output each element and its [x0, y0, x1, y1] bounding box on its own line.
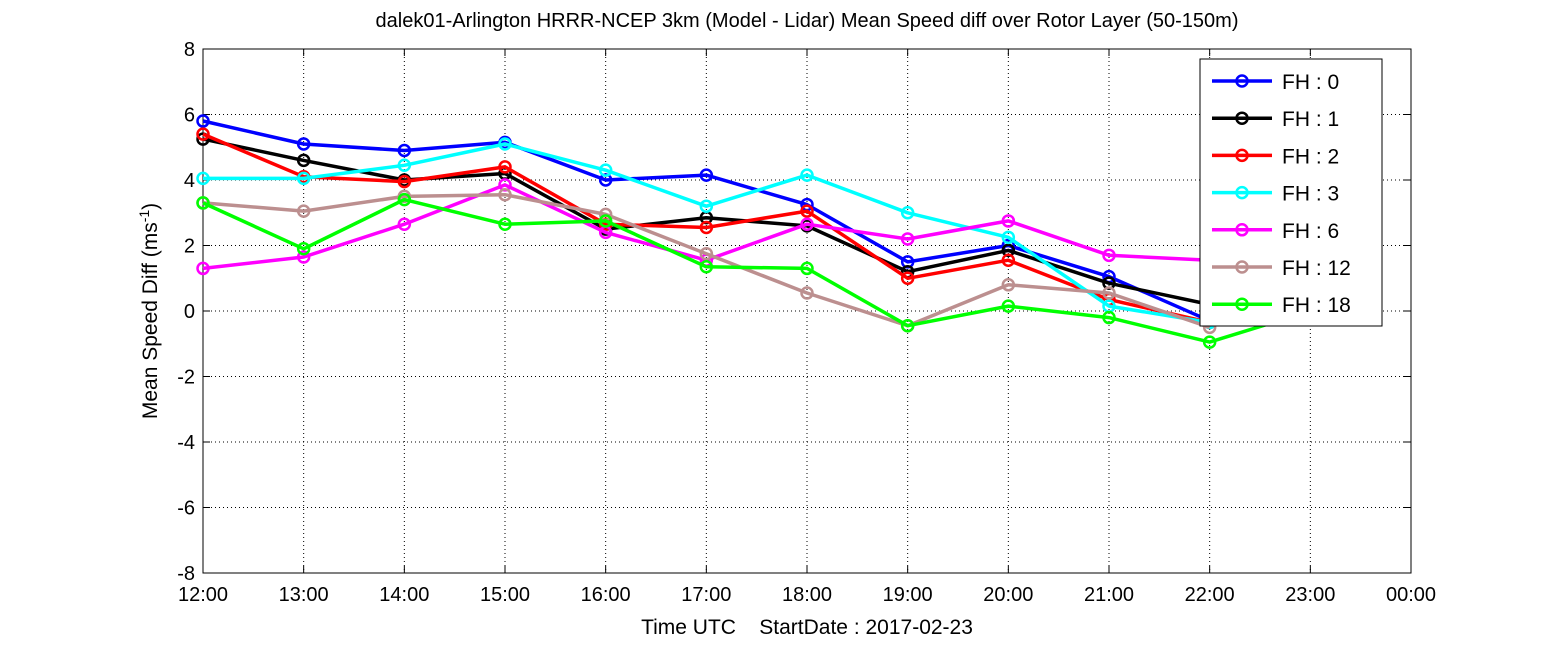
x-axis-label: Time UTC StartDate : 2017-02-23	[641, 616, 973, 639]
legend-marker	[1235, 223, 1249, 237]
data-point	[1102, 248, 1116, 263]
legend-marker	[1235, 111, 1249, 125]
data-point	[1102, 286, 1116, 300]
data-point	[397, 158, 412, 173]
y-axis-label-main: Mean Speed Diff (ms	[139, 222, 162, 419]
x-tick-label: 13:00	[279, 584, 329, 606]
legend-entry-label: FH : 2	[1282, 145, 1339, 168]
y-tick-label: 8	[184, 39, 195, 61]
y-tick-label: 0	[184, 301, 195, 323]
data-point	[397, 217, 412, 231]
x-tick-label: 21:00	[1084, 584, 1134, 606]
data-point	[598, 163, 613, 177]
y-tick-label: 4	[184, 170, 195, 192]
legend-entry-label: FH : 0	[1282, 71, 1339, 94]
x-tick-label: 12:00	[178, 584, 228, 606]
data-point	[900, 318, 915, 333]
data-point	[1202, 335, 1217, 349]
data-point	[196, 114, 210, 128]
legend-marker	[1235, 74, 1249, 88]
data-point	[699, 260, 714, 274]
data-point	[296, 242, 311, 256]
data-point	[900, 232, 915, 246]
data-point	[598, 214, 613, 228]
y-axis-label-sup: -1	[136, 210, 152, 223]
data-point	[699, 199, 714, 213]
legend-entry-label: FH : 18	[1282, 294, 1351, 317]
x-tick-label: 19:00	[883, 584, 933, 606]
data-point	[498, 217, 512, 231]
data-point	[196, 261, 210, 276]
legend-marker	[1235, 185, 1249, 200]
series-line	[202, 197, 1311, 344]
data-point	[296, 171, 311, 186]
data-point	[1001, 299, 1016, 313]
y-axis-label-end: )	[139, 203, 162, 210]
data-point	[699, 220, 714, 235]
data-point	[296, 250, 311, 264]
data-point	[800, 204, 814, 218]
data-point	[699, 246, 714, 261]
data-point	[800, 286, 814, 300]
y-tick-label: 6	[184, 105, 195, 127]
data-point	[296, 153, 311, 168]
legend-entry-label: FH : 1	[1282, 108, 1339, 131]
data-point	[196, 196, 210, 210]
legend-marker	[1235, 148, 1249, 163]
data-point	[498, 160, 512, 174]
chart-title: dalek01-Arlington HRRR-NCEP 3km (Model -…	[376, 10, 1239, 32]
data-point	[1001, 230, 1016, 245]
data-point	[296, 137, 311, 151]
x-tick-label: 20:00	[983, 584, 1033, 606]
data-point	[196, 171, 210, 186]
data-point	[397, 143, 412, 158]
x-tick-label: 00:00	[1386, 584, 1436, 606]
data-point	[397, 192, 412, 207]
data-point	[800, 217, 814, 231]
x-tick-label: 22:00	[1185, 584, 1235, 606]
series-line	[203, 142, 1210, 325]
data-point	[498, 187, 512, 202]
x-tick-label: 23:00	[1285, 584, 1335, 606]
data-point	[900, 271, 915, 285]
data-point	[196, 127, 210, 141]
axis-ticks: 12:00 13:00 14:00 15:00 16:00 17:00 18:00 19:00…	[177, 39, 1436, 606]
x-tick-label: 18:00	[782, 584, 832, 606]
x-tick-label: 14:00	[379, 584, 429, 606]
data-point	[900, 206, 915, 220]
data-point	[1001, 214, 1016, 228]
series-line	[202, 132, 1211, 325]
x-tick-label: 15:00	[480, 584, 530, 606]
y-tick-label: -8	[177, 563, 195, 585]
legend-entry-label: FH : 6	[1282, 220, 1339, 243]
data-point	[800, 261, 814, 276]
y-axis-label: Mean Speed Diff (ms-1)	[136, 203, 162, 419]
data-point	[1001, 278, 1016, 292]
data-point	[800, 168, 814, 182]
series-line	[202, 192, 1211, 330]
data-point	[196, 132, 210, 146]
legend-marker	[1235, 260, 1249, 274]
data-point	[1102, 310, 1116, 325]
legend-marker	[1235, 297, 1249, 311]
series-line	[202, 119, 1211, 323]
legend: FH : 0 FH : 1 FH : 2 FH : 3 FH : 6 FH : 12 FH …	[1199, 58, 1383, 327]
x-tick-label: 17:00	[681, 584, 731, 606]
y-tick-label: -4	[177, 432, 195, 454]
legend-entry-label: FH : 12	[1282, 257, 1351, 280]
data-point	[699, 168, 714, 182]
data-point	[1001, 253, 1016, 267]
legend-entry-label: FH : 3	[1282, 183, 1339, 206]
data-point	[397, 174, 412, 189]
y-tick-label: -2	[177, 367, 195, 389]
x-tick-label: 16:00	[581, 584, 631, 606]
data-point	[498, 137, 512, 151]
data-point	[296, 204, 311, 218]
y-tick-label: 2	[184, 236, 195, 258]
y-tick-label: -6	[177, 498, 195, 520]
